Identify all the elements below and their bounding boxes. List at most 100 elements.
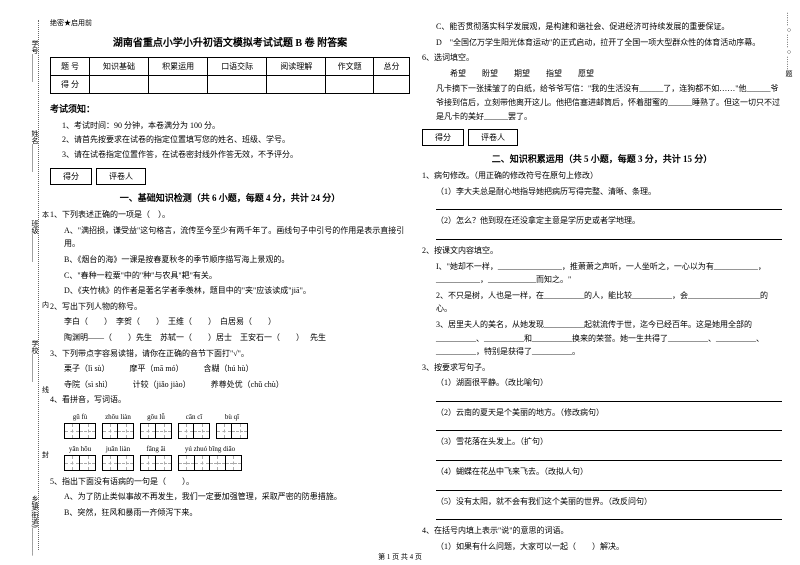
q23e: （5）没有太阳，就不会有我们这个美丽的世界。（改反问句） [422, 495, 782, 509]
tianzige[interactable] [102, 455, 134, 471]
q5: 5、指出下面没有语病的一句是（ ）。 [50, 475, 410, 489]
notice-list: 1、考试时间：90 分钟，本卷满分为 100 分。 2、请首先按要求在试卷的指定… [50, 119, 410, 162]
margin-sep-0: 本 [42, 210, 49, 220]
q1d: D、《夹竹桃》的作者是著名学者季羡林，题目中的"夹"应该读成"jiā"。 [50, 284, 410, 298]
tr2-1[interactable] [89, 76, 148, 94]
tr2-3[interactable] [208, 76, 267, 94]
tr2-2[interactable] [149, 76, 208, 94]
q21b: （2）怎么？他到现在还没拿定主意是学历史或者学地理。 [422, 214, 782, 228]
py1-2: gōu lǚ [147, 413, 165, 422]
q6b: 凡卡摘下一张揉皱了的白纸，给爷爷写信："我的生活没有______了，连狗都不如…… [422, 82, 782, 123]
margin-student-id: 学号________ [30, 40, 40, 82]
margin-sep-2: 线 [42, 385, 49, 395]
py1-4: bù qī [225, 413, 239, 422]
tianzige[interactable] [178, 423, 210, 439]
answer-line[interactable] [436, 481, 782, 491]
right-column: C、能否贯彻落实科学发展观，是构建和谐社会、促进经济可持续发展的重要保证。 D … [422, 18, 782, 555]
q2a: 李白（ ） 李贺（ ） 王维（ ） 白居易（ ） [50, 315, 410, 329]
q2: 2、写出下列人物的称号。 [50, 300, 410, 314]
margin-sep-1: 内 [42, 300, 49, 310]
th-3: 口语交际 [208, 58, 267, 76]
notice-1: 1、考试时间：90 分钟，本卷满分为 100 分。 [62, 119, 410, 133]
q22b: 2、不只是树，人也是一样，在__________的人，能比较__________… [422, 289, 782, 316]
tianzige[interactable] [140, 455, 172, 471]
answer-line[interactable] [436, 451, 782, 461]
tr2-0: 得 分 [51, 76, 90, 94]
py2-2: fāng āi [146, 445, 165, 454]
col2-l2: D "全国亿万学生阳光体育运动"的正式启动，拉开了全国一项大型群众性的体育活动序… [422, 36, 782, 50]
th-4: 阅读理解 [267, 58, 326, 76]
th-0: 题 号 [51, 58, 90, 76]
tr2-5[interactable] [326, 76, 374, 94]
th-2: 积累运用 [149, 58, 208, 76]
q2b: 陶渊明——（ ）先生 苏轼一（ ）居士 王安石一（ ） 先生 [50, 331, 410, 345]
col2-l1: C、能否贯彻落实科学发展观，是构建和谐社会、促进经济可持续发展的重要保证。 [422, 20, 782, 34]
tianzige[interactable] [64, 455, 96, 471]
scorer-person: 评卷人 [96, 168, 146, 185]
answer-line[interactable] [436, 392, 782, 402]
py1-1: zhōu liàn [105, 413, 131, 422]
left-column: 绝密★启用前 湖南省重点小学小升初语文模拟考试试题 B 卷 附答案 题 号 知识… [50, 18, 410, 555]
th-5: 作文题 [326, 58, 374, 76]
tianzige[interactable] [64, 423, 96, 439]
th-1: 知识基础 [89, 58, 148, 76]
exam-title: 湖南省重点小学小升初语文模拟考试试题 B 卷 附答案 [50, 34, 410, 49]
tianzige[interactable] [140, 423, 172, 439]
q22c: 3、居里夫人的美名，从她发现__________起就流传于世，迄今已经百年。这是… [422, 318, 782, 359]
q1b: B、《烟台的海》一课是按春夏秋冬的季节顺序描写海上景观的。 [50, 253, 410, 267]
q23a: （1）湖面很平静。（改比喻句） [422, 376, 782, 390]
q23b: （2）云南的夏天是个美丽的地方。（修改病句） [422, 406, 782, 420]
margin-class: 班级________ [30, 220, 40, 262]
scorer-row-1: 得分 评卷人 [50, 168, 410, 185]
pinyin-row-2: yān hōu juān liàn fāng āi yú zhuó bīng d… [64, 445, 410, 471]
scorer-row-2: 得分 评卷人 [422, 129, 782, 146]
margin-sep-3: 封 [42, 450, 49, 460]
q23: 3、按要求写句子。 [422, 361, 782, 375]
margin-name: 姓名________ [30, 130, 40, 172]
notice-header: 考试须知： [50, 102, 410, 115]
scorer-person-2: 评卷人 [468, 129, 518, 146]
q4: 4、看拼音，写词语。 [50, 393, 410, 407]
tr2-6[interactable] [373, 76, 409, 94]
q1c: C、"春种一粒粟"中的"种"与农具"耙"有关。 [50, 269, 410, 283]
q22: 2、按课文内容填空。 [422, 244, 782, 258]
q1: 1、下列表述正确的一项是（ ）。 [50, 208, 410, 222]
answer-line[interactable] [436, 421, 782, 431]
q3b: 寺院（sì shì） 计较（jiǎo jiào） 养尊处优（chǔ chù） [50, 378, 410, 392]
secret-label: 绝密★启用前 [50, 18, 410, 28]
scorer-score: 得分 [50, 168, 92, 185]
py2-1: juān liàn [106, 445, 130, 454]
notice-3: 3、请在试卷指定位置作答，在试卷密封线外作答无效，不予评分。 [62, 148, 410, 162]
py2-3: yú zhuó bīng diāo [185, 445, 235, 454]
q21: 1、病句修改。（用正确的修改符号在原句上修改） [422, 169, 782, 183]
q5a: A、为了防止类似事故不再发生，我们一定要加强管理，采取严密的防患措施。 [50, 490, 410, 504]
pinyin-row-1: gū fù zhōu liàn gōu lǚ cān cī bù qī [64, 413, 410, 439]
py1-0: gū fù [73, 413, 88, 422]
tr2-4[interactable] [267, 76, 326, 94]
q6: 6、选词填空。 [422, 51, 782, 65]
q24: 4、在括号内填上表示"说"的意思的词语。 [422, 524, 782, 538]
scorer-score-2: 得分 [422, 129, 464, 146]
q1a: A、"满招损，谦受益"这句格言，流传至今至少有两千年了。画线句子中引号的作用是表… [50, 224, 410, 251]
score-table: 题 号 知识基础 积累运用 口语交际 阅读理解 作文题 总分 得 分 [50, 57, 410, 94]
answer-line[interactable] [436, 200, 782, 210]
margin-town: 乡镇(街道)________ [30, 495, 40, 556]
tianzige-4[interactable] [178, 455, 242, 471]
q21a: （1）李大夫总是耐心地指导她把病历写得完整、清晰、条理。 [422, 185, 782, 199]
tianzige[interactable] [216, 423, 248, 439]
py2-0: yān hōu [69, 445, 91, 454]
q6a: 希望 盼望 期望 指望 愿望 [422, 67, 782, 81]
section-2-title: 二、知识积累运用（共 5 小题，每题 3 分，共计 15 分） [422, 152, 782, 165]
q23c: （3）雪花落在头发上。（扩句） [422, 435, 782, 449]
answer-line[interactable] [436, 510, 782, 520]
q3a: 栗子（lì sù） 摩平（mā mó） 含糊（hú hù） [50, 362, 410, 376]
answer-line[interactable] [436, 230, 782, 240]
q3: 3、下列带点字容易读错，请你在正确的音节下面打"√"。 [50, 347, 410, 361]
margin-dotted-line [38, 20, 39, 550]
notice-2: 2、请首先按要求在试卷的指定位置填写您的姓名、班级、学号。 [62, 133, 410, 147]
right-edge-marks: ……○……○……题 [784, 12, 794, 77]
page-footer: 第 1 页 共 4 页 [0, 552, 800, 562]
th-6: 总分 [373, 58, 409, 76]
tianzige[interactable] [102, 423, 134, 439]
q23d: （4）蝴蝶在花丛中飞来飞去。（改拟人句） [422, 465, 782, 479]
